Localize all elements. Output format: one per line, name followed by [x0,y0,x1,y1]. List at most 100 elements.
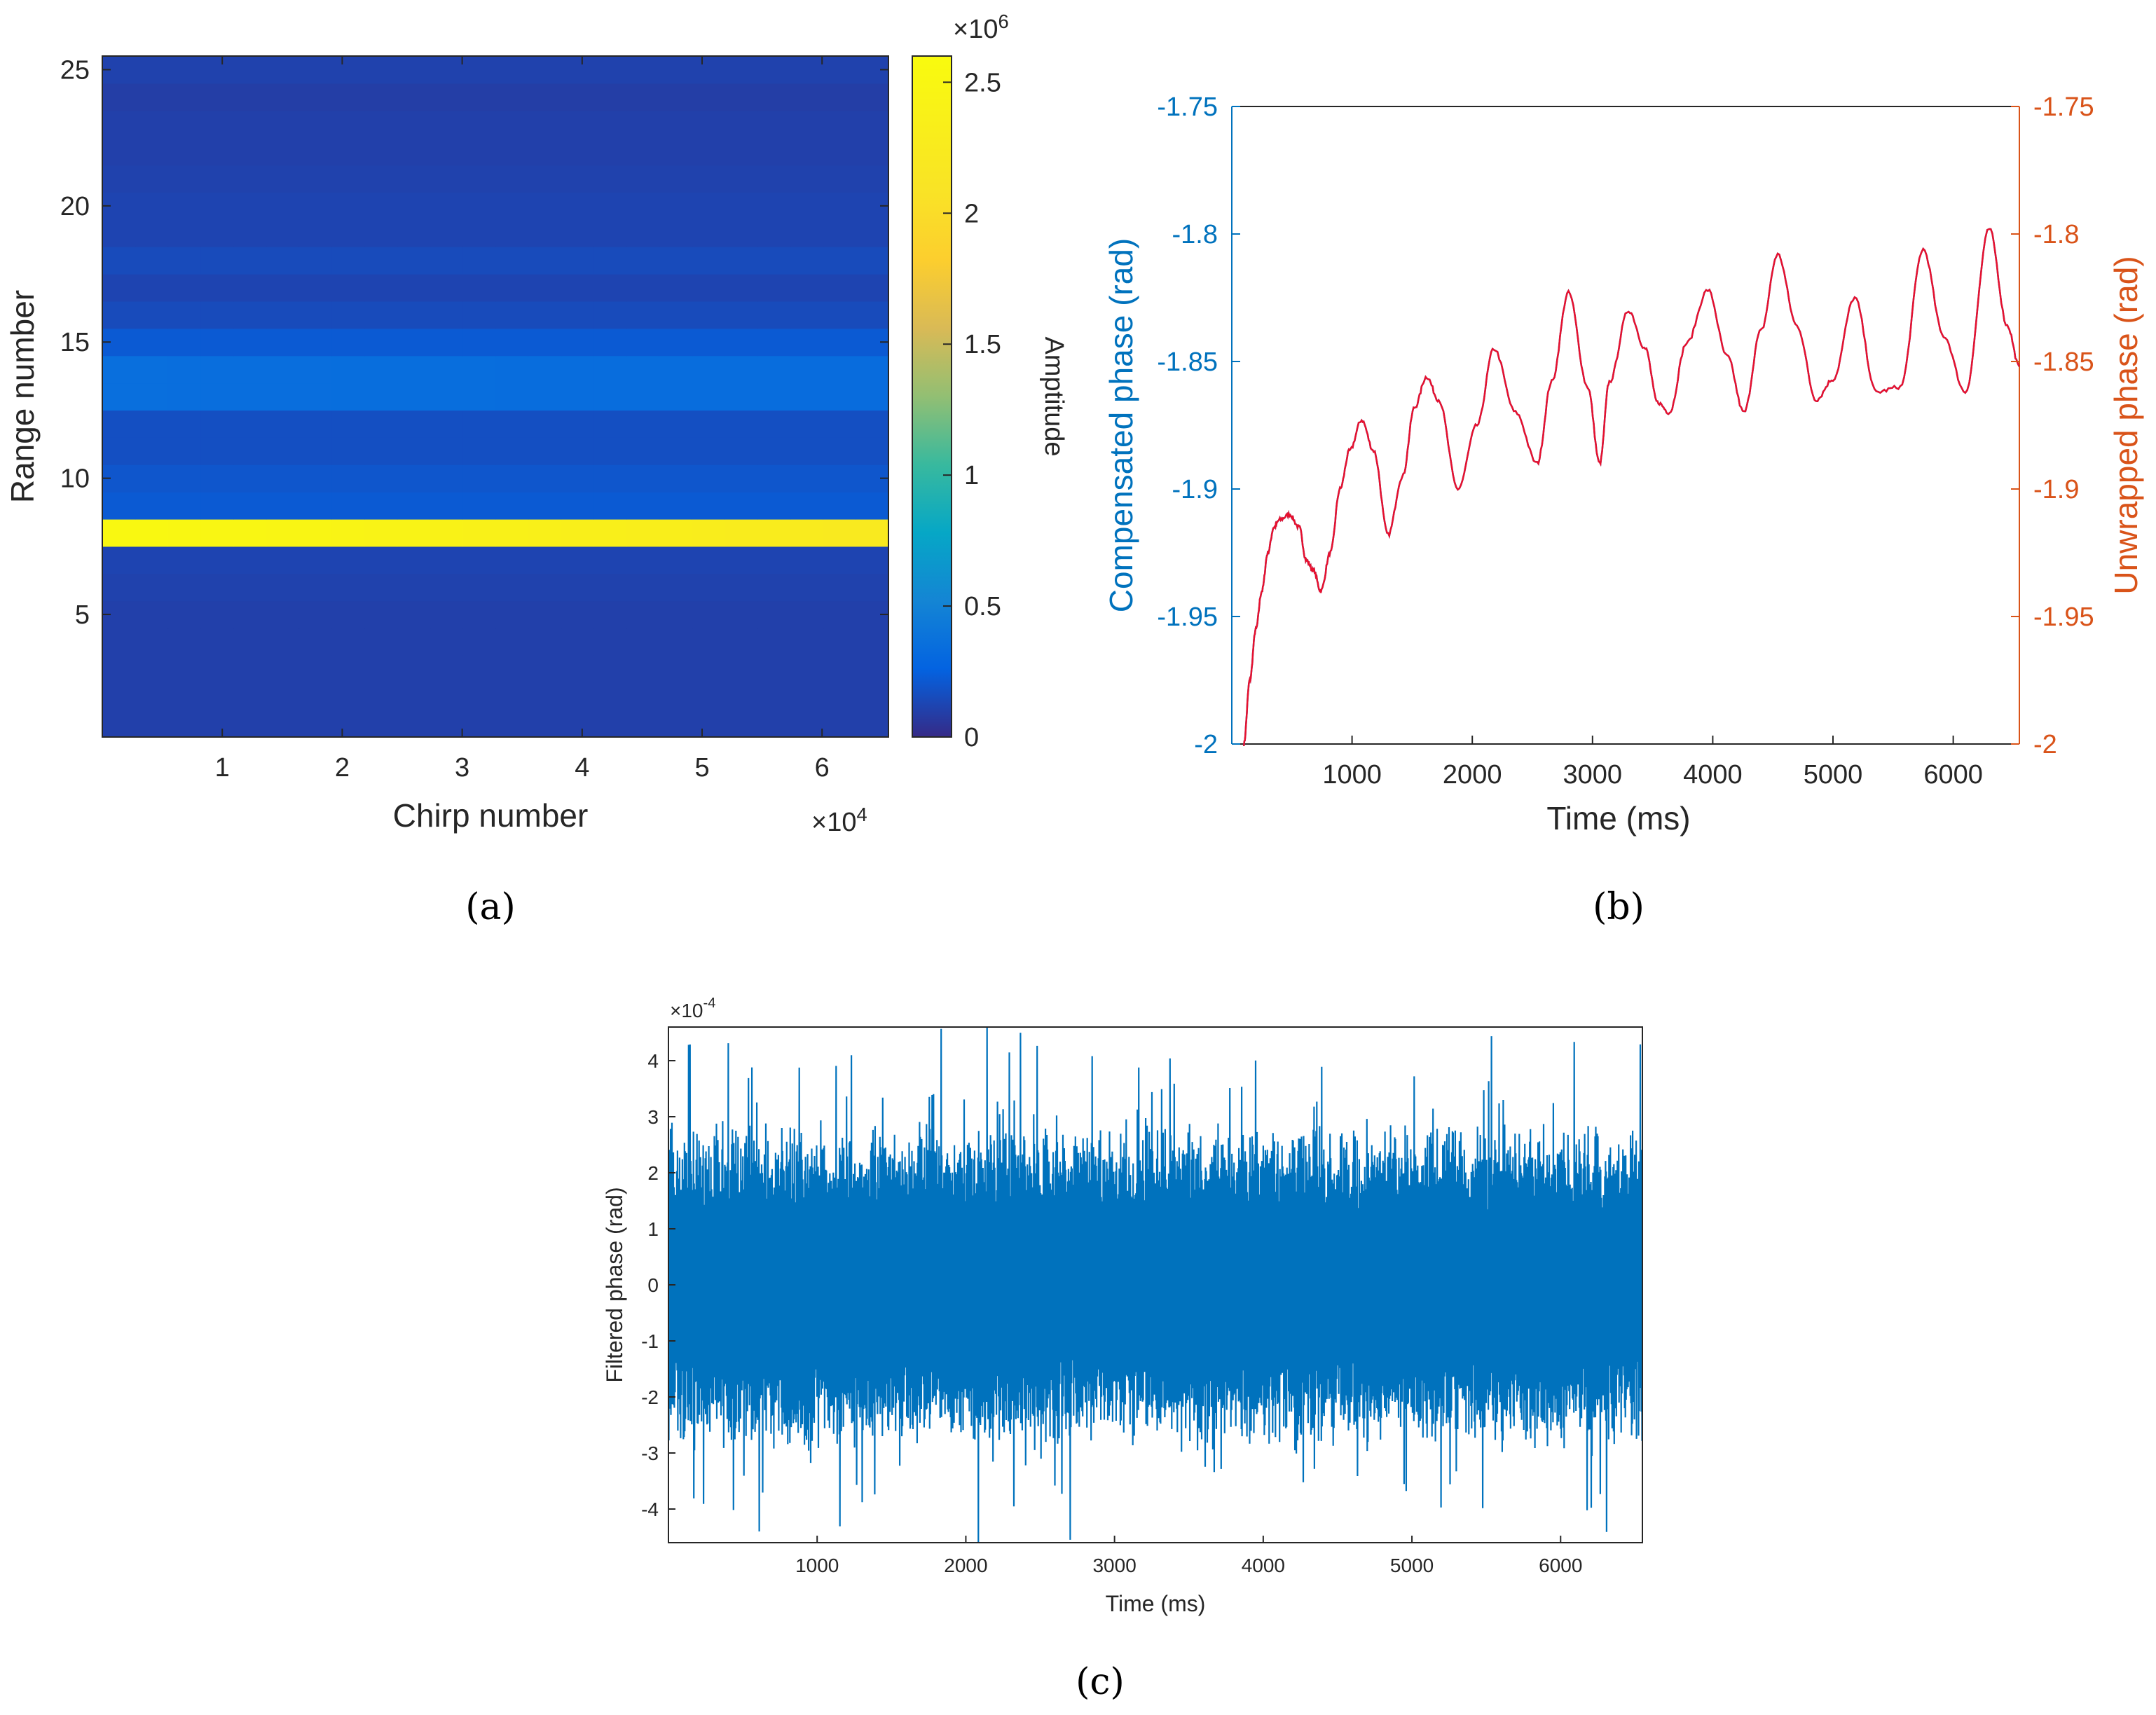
colorbar-label: Amptitude [1039,336,1069,456]
caption-c: (c) [1076,1661,1125,1703]
heatmap-cell [364,274,398,302]
heatmap-cell [626,464,660,493]
heatmap-cell [233,301,267,329]
heatmap-cell [626,219,660,247]
heatmap-cell [135,655,169,683]
y-tick-label: 10 [60,464,90,494]
heatmap-cell [397,655,431,683]
heatmap-cell [495,655,529,683]
heatmap-cell [823,546,856,574]
heatmap-cell [823,137,856,166]
y-tick-label-right: -1.95 [2033,602,2094,632]
heatmap-cell [659,83,693,111]
heatmap-cell [167,383,201,411]
heatmap-cell [167,83,201,111]
heatmap-cell [528,165,562,193]
heatmap-cell [593,247,627,275]
heatmap-cell [561,110,594,139]
heatmap-cell [298,383,332,411]
heatmap-cell [692,247,725,275]
heatmap-cell [200,546,234,574]
heatmap-cell [233,710,267,738]
heatmap-cell [298,83,332,111]
heatmap-cell [856,710,889,738]
heatmap-cell [102,655,136,683]
heatmap-cell [593,710,627,738]
heatmap-cell [495,110,529,139]
heatmap-cell [200,383,234,411]
heatmap-cell [823,110,856,139]
heatmap-cell [331,355,365,384]
heatmap-x-exponent: ×104 [811,804,867,837]
heatmap-cell [266,518,300,547]
heatmap-cell [495,137,529,166]
heatmap-cell [397,464,431,493]
heatmap-cell [364,328,398,357]
heatmap-cell [757,83,791,111]
heatmap-cell [462,437,496,465]
heatmap-cell [790,192,824,220]
heatmap-cell [659,301,693,329]
heatmap-cell [135,410,169,438]
heatmap-cell [364,655,398,683]
heatmap-cell [200,600,234,629]
heatmap-cell [561,192,594,220]
heatmap-cell [331,492,365,520]
heatmap-x-label: Chirp number [393,797,589,834]
heatmap-cell [528,518,562,547]
heatmap-cell [430,573,463,602]
y-tick-label-right: -1.85 [2033,347,2094,377]
heatmap-cell [397,628,431,656]
heatmap-cell [462,682,496,710]
heatmap-cell [102,492,136,520]
heatmap-cell [233,682,267,710]
heatmap-cell [135,110,169,139]
heatmap-cell [462,274,496,302]
heatmap-cell [462,83,496,111]
heatmap-cell [462,464,496,493]
heatmap-cell [856,573,889,602]
heatmap-cell [233,383,267,411]
heatmap-cell [200,573,234,602]
heatmap-cells [102,56,889,738]
caption-b: (b) [1593,886,1645,928]
heatmap-cell [757,710,791,738]
heatmap-cell [462,56,496,84]
heatmap-cell [593,383,627,411]
heatmap-cell [462,301,496,329]
heatmap-cell [102,383,136,411]
heatmap-cell [757,328,791,357]
heatmap-cell [135,137,169,166]
heatmap-cell [331,518,365,547]
heatmap-cell [167,628,201,656]
heatmap-cell [397,110,431,139]
heatmap-cell [528,464,562,493]
heatmap-cell [167,110,201,139]
heatmap-cell [561,355,594,384]
heatmap-cell [397,301,431,329]
heatmap-cell [331,192,365,220]
heatmap-cell [659,165,693,193]
heatmap-cell [528,410,562,438]
heatmap-cell [266,165,300,193]
heatmap-cell [462,383,496,411]
heatmap-cell [331,219,365,247]
heatmap-cell [331,165,365,193]
x-tick-label: 1 [215,753,230,783]
heatmap-cell [626,137,660,166]
heatmap-cell [462,546,496,574]
heatmap-cell [790,410,824,438]
heatmap-cell [135,301,169,329]
heatmap-cell [200,628,234,656]
heatmap-cell [659,410,693,438]
heatmap-cell [102,682,136,710]
heatmap-cell [626,274,660,302]
heatmap-cell [298,192,332,220]
heatmap-cell [757,110,791,139]
heatmap-cell [790,573,824,602]
heatmap-cell [397,710,431,738]
heatmap-cell [200,655,234,683]
heatmap-cell [233,655,267,683]
heatmap-cell [298,165,332,193]
heatmap-cell [298,710,332,738]
